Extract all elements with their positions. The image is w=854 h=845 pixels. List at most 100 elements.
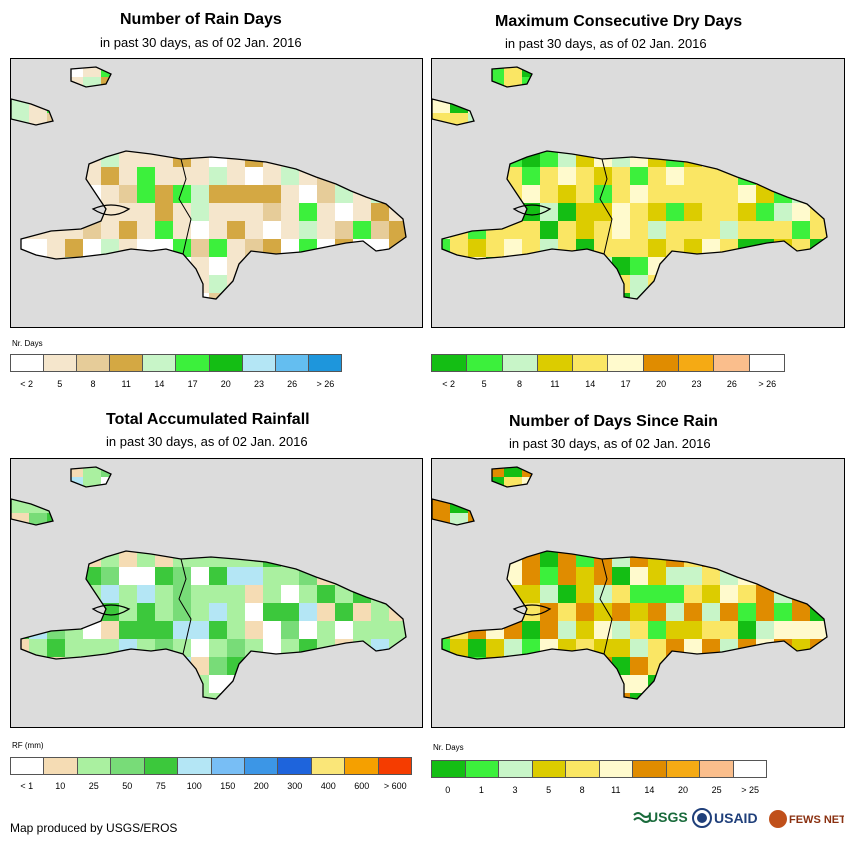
map-credit: Map produced by USGS/EROS — [10, 821, 178, 835]
legend-swatch — [666, 761, 700, 777]
legend-label: 1 — [478, 785, 484, 795]
legend-label: 25 — [711, 785, 722, 795]
coastline — [20, 150, 407, 300]
legend-swatch — [77, 355, 111, 371]
map-canvas — [432, 66, 828, 300]
legend-label: 20 — [220, 379, 231, 389]
map-dry-days[interactable] — [431, 58, 845, 328]
legend-swatch — [465, 761, 499, 777]
legend-label: < 2 — [442, 379, 456, 389]
coastline — [491, 466, 533, 488]
panel-subtitle: in past 30 days, as of 02 Jan. 2016 — [100, 35, 302, 50]
legend-swatch — [242, 355, 276, 371]
usaid-wordmark: USAID — [714, 810, 758, 826]
legend-swatch — [566, 761, 600, 777]
legend-swatch — [44, 758, 78, 774]
legend-bar — [431, 760, 767, 778]
coastline — [491, 66, 533, 88]
legend-label: 100 — [186, 781, 202, 791]
legend-swatch — [278, 758, 312, 774]
coastline — [11, 98, 54, 126]
legend-swatch — [608, 355, 644, 371]
legend-swatch — [643, 355, 680, 371]
usaid-logo: USAID — [692, 808, 758, 828]
legend-label: 20 — [656, 379, 667, 389]
legend-swatch — [308, 355, 341, 371]
usgs-wordmark: USGS — [648, 809, 688, 825]
legend-swatch — [733, 761, 766, 777]
legend-label: 75 — [155, 781, 166, 791]
legend-label: > 25 — [741, 785, 760, 795]
panel-title: Total Accumulated Rainfall — [106, 411, 310, 428]
legend-label: 600 — [354, 781, 370, 791]
legend-label: 8 — [579, 785, 585, 795]
legend-label: 150 — [220, 781, 236, 791]
map-rain-days[interactable] — [10, 58, 423, 328]
legend-swatch — [209, 355, 243, 371]
legend-label: > 600 — [383, 781, 407, 791]
legend-swatch — [700, 761, 734, 777]
legend-swatch — [11, 355, 45, 371]
map-total-rainfall[interactable] — [10, 458, 423, 728]
legend-label: > 26 — [316, 379, 335, 389]
coastline — [432, 498, 475, 526]
map-days-since-rain[interactable] — [431, 458, 845, 728]
coastline — [441, 550, 828, 700]
legend-label: 8 — [90, 379, 96, 389]
legend-swatch — [432, 355, 468, 371]
legend-labels: < 2 5 8 11 14 17 20 23 26 > 26 — [431, 379, 785, 391]
legend-label: 25 — [88, 781, 99, 791]
legend-swatch — [432, 761, 466, 777]
legend-label: 14 — [154, 379, 165, 389]
legend-label: 5 — [57, 379, 63, 389]
panel-title: Number of Rain Days — [120, 11, 282, 28]
map-canvas — [432, 466, 828, 700]
agency-logos: USGS USAID FEWS NET — [632, 807, 846, 833]
legend-bar — [431, 354, 785, 372]
legend-label: 23 — [691, 379, 702, 389]
coastline — [432, 98, 475, 126]
legend-label: 11 — [550, 379, 560, 389]
fews-wordmark: FEWS NET — [789, 814, 844, 826]
legend-swatch — [502, 355, 538, 371]
legend-label: 17 — [620, 379, 631, 389]
legend-swatch — [275, 355, 309, 371]
legend-swatch — [679, 355, 715, 371]
lake-outline — [512, 204, 552, 216]
panel-subtitle: in past 30 days, as of 02 Jan. 2016 — [106, 434, 308, 449]
legend-title: RF (mm) — [12, 741, 44, 750]
legend-label: 8 — [516, 379, 523, 389]
legend-swatch — [110, 355, 144, 371]
panel-subtitle: in past 30 days, as of 02 Jan. 2016 — [509, 436, 711, 451]
legend-label: 5 — [546, 785, 552, 795]
legend-label: < 2 — [20, 379, 33, 389]
legend-swatch — [144, 758, 179, 774]
national-border — [599, 558, 613, 655]
legend-label: < 1 — [20, 781, 34, 791]
legend-swatch — [467, 355, 503, 371]
legend-swatch — [77, 758, 112, 774]
legend-title: Nr. Days — [12, 339, 43, 348]
legend-label: 5 — [481, 379, 487, 389]
panel-title: Number of Days Since Rain — [509, 413, 718, 430]
legend-label: 11 — [611, 785, 621, 795]
legend-swatch — [599, 761, 633, 777]
map-canvas — [11, 66, 407, 300]
fews-net-logo: FEWS NET — [769, 810, 846, 828]
map-canvas — [11, 466, 407, 700]
legend-labels: 0 1 3 5 8 11 14 20 25 > 25 — [431, 785, 767, 797]
legend-labels: < 1 10 25 50 75 100 150 200 300 400 600 > 600 — [10, 781, 412, 793]
legend-swatch — [178, 758, 212, 774]
legend-swatch — [378, 758, 412, 774]
usgs-logo: USGS — [633, 809, 688, 825]
legend-swatch — [211, 758, 245, 774]
national-border — [178, 158, 192, 255]
legend-swatch — [44, 355, 78, 371]
legend-swatch — [532, 761, 566, 777]
panel-title: Maximum Consecutive Dry Days — [495, 13, 743, 30]
legend-swatch — [176, 355, 210, 371]
legend-swatch — [345, 758, 379, 774]
legend-swatch — [537, 355, 574, 371]
legend-label: 400 — [320, 781, 336, 791]
legend-label: 11 — [121, 379, 131, 389]
